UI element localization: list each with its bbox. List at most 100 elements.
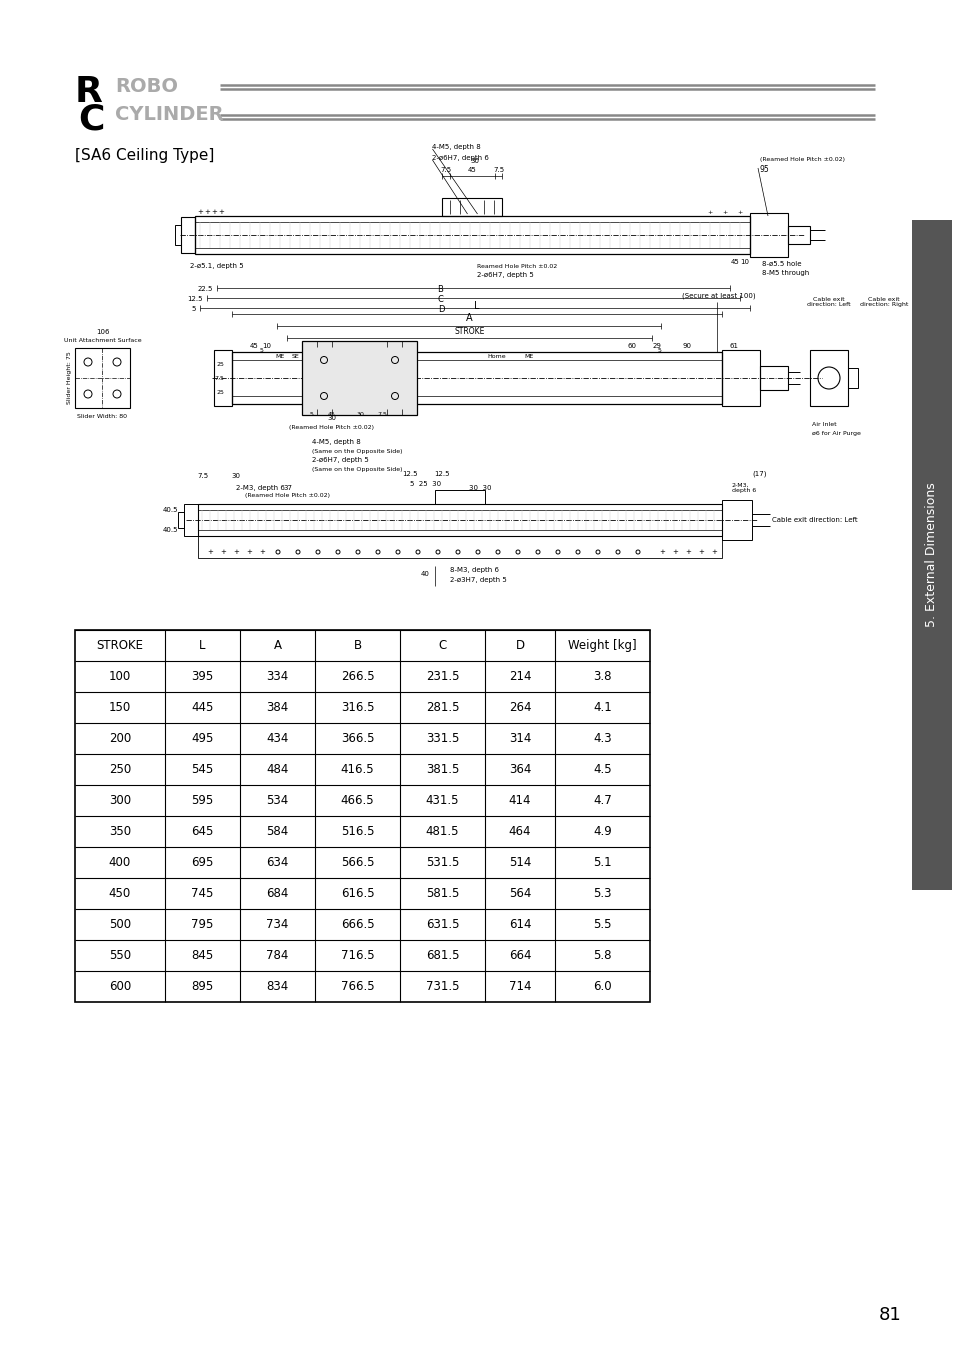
Text: +: +	[706, 209, 712, 215]
Text: 495: 495	[192, 732, 213, 745]
Text: 95: 95	[760, 166, 769, 174]
Text: 314: 314	[508, 732, 531, 745]
Text: 250: 250	[109, 763, 131, 776]
Text: 531.5: 531.5	[425, 856, 458, 869]
Text: +: +	[659, 549, 664, 555]
Text: 7.5: 7.5	[440, 167, 452, 173]
Bar	[198, 536, 721, 558]
Text: 30: 30	[327, 414, 336, 421]
Text: +: +	[207, 549, 213, 555]
Bar	[194, 216, 749, 254]
Text: 29: 29	[652, 343, 660, 350]
Text: 516.5: 516.5	[340, 825, 374, 838]
Text: 550: 550	[109, 949, 131, 963]
Text: ME: ME	[275, 355, 284, 359]
Text: 381.5: 381.5	[425, 763, 458, 776]
Text: D: D	[515, 639, 524, 652]
Text: 81: 81	[878, 1305, 901, 1324]
Text: 414: 414	[508, 794, 531, 807]
Bar	[75, 630, 649, 1002]
Text: 30: 30	[355, 412, 363, 417]
Bar	[435, 490, 484, 504]
Text: 334: 334	[266, 670, 289, 683]
Text: L: L	[199, 639, 206, 652]
Text: Cable exit direction: Left: Cable exit direction: Left	[771, 517, 857, 522]
Text: Reamed Hole Pitch ±0.02: Reamed Hole Pitch ±0.02	[477, 263, 558, 269]
Text: 8-M5 through: 8-M5 through	[761, 270, 808, 275]
Bar	[721, 350, 760, 406]
Text: +: +	[684, 549, 690, 555]
Bar	[184, 504, 198, 536]
Text: 12.5: 12.5	[434, 471, 449, 477]
Bar	[302, 342, 416, 414]
Text: 684: 684	[266, 887, 289, 900]
Text: 766.5: 766.5	[340, 980, 374, 994]
Bar	[174, 225, 181, 244]
Bar	[198, 504, 721, 536]
Text: 12.5: 12.5	[188, 296, 203, 302]
Text: 264: 264	[508, 701, 531, 714]
Text: 61: 61	[729, 343, 738, 350]
Text: 4-M5, depth 8: 4-M5, depth 8	[312, 439, 360, 446]
Bar	[181, 217, 194, 252]
Text: 714: 714	[508, 980, 531, 994]
Text: 150: 150	[109, 701, 131, 714]
Text: 331.5: 331.5	[425, 732, 458, 745]
Text: 22.5: 22.5	[197, 286, 213, 292]
Text: 7.5: 7.5	[376, 412, 387, 417]
Text: 481.5: 481.5	[425, 825, 458, 838]
Text: +: +	[737, 209, 741, 215]
Text: Air Inlet: Air Inlet	[811, 421, 836, 427]
Bar	[760, 366, 787, 390]
Text: 784: 784	[266, 949, 289, 963]
Text: 514: 514	[508, 856, 531, 869]
Text: 5. External Dimensions: 5. External Dimensions	[924, 483, 938, 628]
Text: 5.1: 5.1	[593, 856, 611, 869]
Text: 5  25  30: 5 25 30	[410, 481, 441, 487]
Text: 316.5: 316.5	[340, 701, 374, 714]
Text: 595: 595	[192, 794, 213, 807]
Text: 645: 645	[192, 825, 213, 838]
Text: ROBO: ROBO	[115, 77, 178, 96]
Text: 300: 300	[109, 794, 131, 807]
Text: [SA6 Ceiling Type]: [SA6 Ceiling Type]	[75, 148, 214, 163]
Text: 745: 745	[192, 887, 213, 900]
Text: 45: 45	[250, 343, 258, 350]
Bar	[721, 500, 751, 540]
Text: 5: 5	[658, 348, 661, 354]
Text: L: L	[474, 301, 479, 310]
Text: 37: 37	[283, 485, 293, 491]
Text: SE: SE	[292, 355, 299, 359]
Text: Home: Home	[487, 355, 506, 359]
Text: (Reamed Hole Pitch ±0.02): (Reamed Hole Pitch ±0.02)	[245, 494, 330, 498]
Text: 464: 464	[508, 825, 531, 838]
Text: 384: 384	[266, 701, 289, 714]
Text: 431.5: 431.5	[425, 794, 458, 807]
Text: C: C	[78, 103, 104, 136]
Text: 564: 564	[508, 887, 531, 900]
Text: A: A	[465, 313, 472, 323]
Text: Weight [kg]: Weight [kg]	[568, 639, 637, 652]
Text: ø6 for Air Purge: ø6 for Air Purge	[811, 432, 860, 436]
Text: 5.5: 5.5	[593, 918, 611, 932]
Text: 395: 395	[192, 670, 213, 683]
Text: 266.5: 266.5	[340, 670, 374, 683]
Text: Unit Attachment Surface: Unit Attachment Surface	[64, 338, 141, 343]
Bar	[442, 198, 502, 216]
Text: 40.5: 40.5	[162, 526, 178, 533]
Text: B: B	[437, 285, 443, 293]
Text: 566.5: 566.5	[340, 856, 374, 869]
Text: 30: 30	[232, 472, 240, 479]
Text: 834: 834	[266, 980, 289, 994]
Text: 2-ø3H7, depth 5: 2-ø3H7, depth 5	[450, 576, 506, 583]
Text: 8-ø5.5 hole: 8-ø5.5 hole	[761, 261, 801, 267]
Text: 666.5: 666.5	[340, 918, 374, 932]
Text: 734: 734	[266, 918, 289, 932]
Text: 795: 795	[192, 918, 213, 932]
Text: 416.5: 416.5	[340, 763, 374, 776]
Text: 45: 45	[468, 167, 476, 173]
Text: 60: 60	[627, 343, 636, 350]
Text: 895: 895	[192, 980, 213, 994]
Text: 466.5: 466.5	[340, 794, 374, 807]
Text: 364: 364	[508, 763, 531, 776]
